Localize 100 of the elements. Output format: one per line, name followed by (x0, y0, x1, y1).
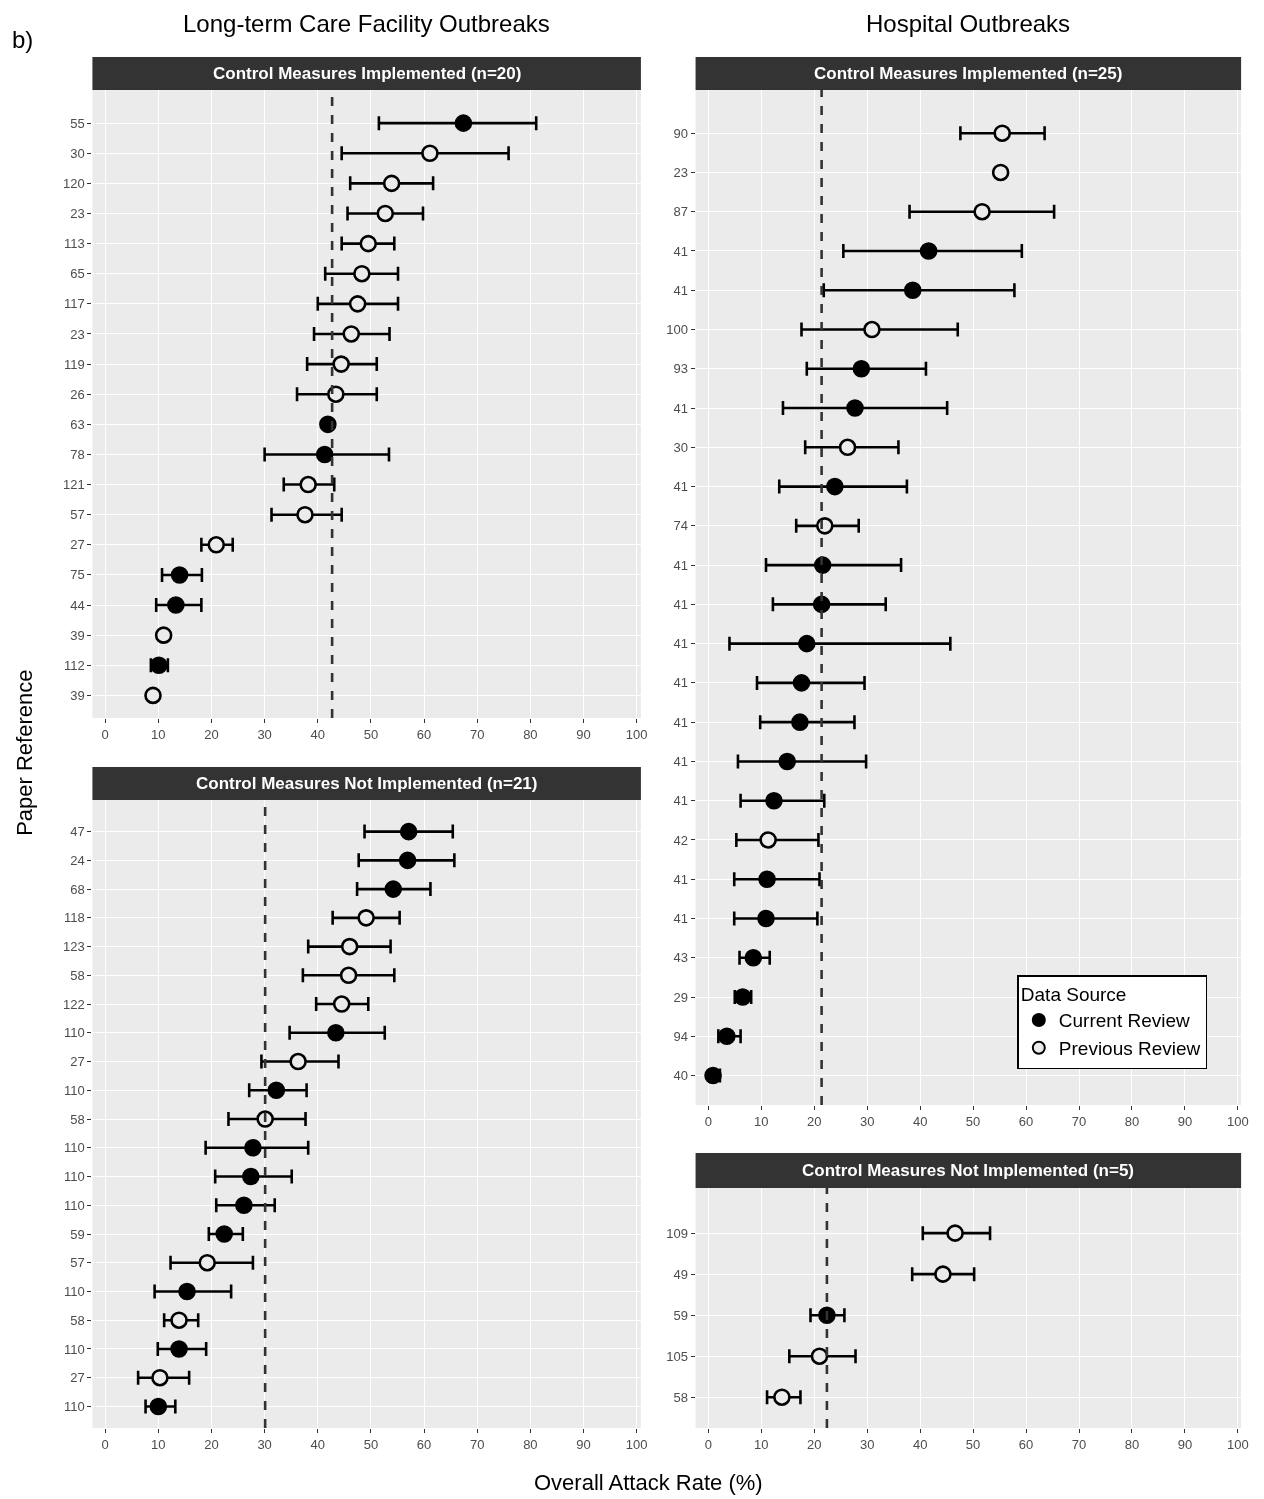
x-tick-label: 90 (1177, 1436, 1193, 1452)
x-tick-label: 10 (151, 1436, 166, 1452)
y-tick-label: 57 (70, 507, 85, 523)
y-tick-label: 41 (673, 282, 688, 298)
y-tick-label: 110 (64, 1341, 85, 1357)
x-axis-title: Overall Attack Rate (%) (534, 1470, 763, 1495)
x-tick-label: 0 (704, 1113, 712, 1129)
point (332, 355, 350, 373)
point (398, 851, 417, 870)
x-tick-label: 10 (754, 1436, 769, 1452)
point (826, 477, 844, 496)
y-tick-label: 40 (673, 1068, 688, 1084)
x-tick-label: 50 (965, 1436, 981, 1452)
y-tick-label: 39 (70, 687, 85, 703)
y-tick-label: 105 (666, 1348, 688, 1364)
y-tick-label: 47 (70, 824, 85, 840)
y-tick-label: 41 (673, 911, 688, 927)
point (991, 163, 1010, 182)
y-tick-label: 27 (70, 1054, 85, 1070)
y-tick-label: 43 (673, 950, 688, 966)
x-tick-label: 80 (523, 726, 538, 742)
point (946, 1224, 964, 1242)
y-tick-label: 55 (70, 115, 85, 131)
x-tick-label: 20 (806, 1436, 822, 1452)
x-tick-label: 70 (1071, 1436, 1087, 1452)
x-tick-label: 60 (1018, 1113, 1034, 1129)
point (382, 174, 401, 193)
y-tick-label: 41 (673, 243, 688, 259)
y-tick-label: 110 (64, 1140, 85, 1156)
x-tick-label: 0 (704, 1436, 712, 1452)
chart-title: Control Measures Not Implemented (n=5) (802, 1161, 1135, 1180)
point (704, 1066, 722, 1085)
y-tick-label: 41 (673, 793, 688, 809)
text: Hospital Outbreaks (866, 10, 1071, 37)
y-tick-label: 110 (64, 1398, 85, 1414)
y-tick-label: 59 (673, 1307, 688, 1323)
point (376, 204, 395, 223)
point (863, 320, 881, 339)
y-tick-label: 110 (64, 1025, 85, 1041)
y-tick-label: 110 (64, 1197, 85, 1213)
point (327, 385, 345, 403)
point (315, 445, 334, 464)
x-tick-label: 20 (806, 1113, 822, 1129)
x-tick-label: 40 (912, 1113, 928, 1129)
x-tick-label: 100 (1227, 1436, 1249, 1452)
y-tick-label: 94 (673, 1028, 688, 1044)
y-tick-label: 123 (63, 939, 85, 955)
legend-label: Current Review (1058, 1010, 1191, 1032)
y-tick-label: 58 (673, 1389, 688, 1405)
point (151, 1368, 169, 1387)
point (154, 626, 173, 644)
point (973, 202, 991, 221)
y-tick-label: 23 (673, 165, 688, 181)
point (798, 634, 816, 653)
x-tick-label: 90 (1177, 1113, 1193, 1129)
point (235, 1196, 253, 1215)
y-tick-label: 65 (70, 266, 85, 282)
point (170, 1340, 188, 1358)
x-tick-label: 70 (469, 726, 485, 742)
x-tick-label: 50 (965, 1113, 981, 1129)
point (340, 937, 359, 956)
text: b) (12, 26, 34, 53)
y-tick-label: 30 (673, 439, 688, 455)
x-tick-label: 80 (523, 1436, 538, 1452)
point (207, 536, 226, 554)
x-tick-label: 20 (204, 1436, 219, 1452)
x-tick-label: 30 (859, 1113, 875, 1129)
y-tick-label: 58 (70, 967, 85, 983)
point (170, 1311, 188, 1330)
point (765, 791, 783, 810)
y-tick-label: 87 (673, 204, 688, 220)
y-tick-label: 100 (666, 322, 688, 338)
point (810, 1347, 829, 1365)
point (170, 566, 189, 584)
y-tick-label: 120 (63, 175, 85, 191)
y-tick-label: 58 (70, 1312, 85, 1328)
point (903, 281, 922, 300)
x-tick-label: 30 (859, 1436, 875, 1452)
x-tick-label: 20 (204, 726, 219, 742)
y-tick-label: 27 (70, 537, 85, 553)
point (167, 596, 185, 614)
y-tick-label: 68 (70, 881, 85, 897)
y-tick-label: 90 (673, 125, 688, 141)
y-tick-label: 122 (63, 996, 85, 1012)
point (289, 1052, 307, 1071)
y-tick-label: 57 (70, 1255, 85, 1271)
x-tick-label: 40 (310, 726, 326, 742)
x-tick-label: 50 (363, 1436, 379, 1452)
x-tick-label: 70 (469, 1436, 485, 1452)
point (299, 475, 317, 494)
x-tick-label: 30 (257, 726, 272, 742)
point (399, 822, 418, 841)
x-tick-label: 90 (576, 1436, 591, 1452)
x-tick-label: 30 (257, 1436, 272, 1452)
y-tick-label: 109 (666, 1225, 688, 1241)
y-tick-label: 78 (70, 447, 85, 462)
point (852, 359, 871, 378)
y-tick-label: 24 (70, 852, 85, 868)
y-tick-label: 29 (673, 989, 688, 1005)
x-tick-label: 80 (1124, 1436, 1140, 1452)
